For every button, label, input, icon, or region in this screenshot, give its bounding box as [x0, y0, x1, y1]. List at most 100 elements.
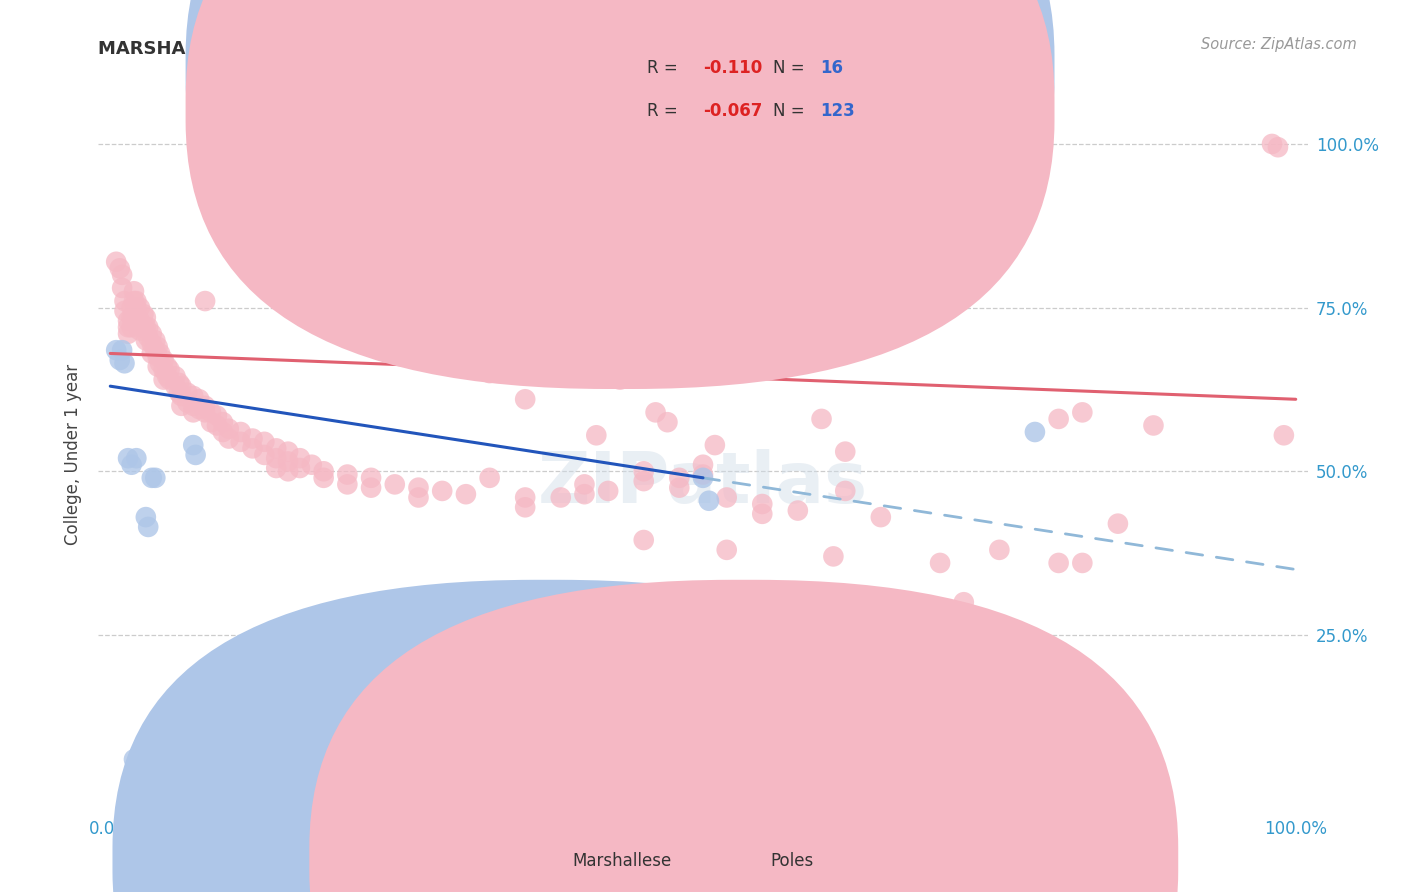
Point — [336, 467, 359, 482]
Y-axis label: College, Under 1 year: College, Under 1 year — [65, 364, 83, 546]
Point — [125, 301, 148, 315]
Point — [121, 301, 143, 315]
Point — [188, 402, 211, 417]
Point — [336, 477, 359, 491]
Point — [194, 399, 217, 413]
Point — [515, 392, 537, 407]
Point — [644, 405, 666, 419]
Text: N =: N = — [773, 102, 810, 120]
Point — [141, 346, 163, 360]
Point — [132, 307, 155, 321]
Point — [141, 326, 163, 341]
Point — [692, 467, 714, 482]
Point — [149, 356, 172, 370]
Point — [135, 310, 157, 325]
Point — [657, 415, 679, 429]
Point — [114, 304, 136, 318]
Point — [929, 556, 952, 570]
Point — [205, 418, 228, 433]
Point — [205, 409, 228, 423]
Text: Source: ZipAtlas.com: Source: ZipAtlas.com — [1201, 37, 1357, 53]
Point — [141, 336, 163, 351]
Point — [136, 330, 159, 344]
Point — [184, 448, 207, 462]
Point — [188, 392, 211, 407]
Point — [122, 285, 145, 299]
Point — [176, 395, 198, 409]
Point — [264, 461, 287, 475]
Point — [1071, 556, 1094, 570]
Point — [692, 471, 714, 485]
Point — [574, 477, 596, 491]
Point — [229, 434, 252, 449]
Point — [751, 497, 773, 511]
Point — [301, 458, 323, 472]
Point — [740, 294, 762, 309]
Point — [111, 268, 134, 282]
Point — [136, 520, 159, 534]
Point — [277, 464, 299, 478]
Text: 16: 16 — [820, 60, 842, 78]
Point — [122, 307, 145, 321]
Point — [799, 667, 821, 681]
Point — [264, 451, 287, 466]
Point — [823, 549, 845, 564]
Point — [218, 422, 240, 436]
Point — [574, 359, 596, 374]
Point — [751, 507, 773, 521]
Point — [312, 464, 335, 478]
Point — [668, 481, 690, 495]
Text: -0.067: -0.067 — [703, 102, 762, 120]
Point — [408, 481, 430, 495]
Point — [181, 405, 204, 419]
Point — [360, 471, 382, 485]
Point — [858, 621, 880, 635]
Text: MARSHALLESE VS POLISH COLLEGE, UNDER 1 YEAR CORRELATION CHART: MARSHALLESE VS POLISH COLLEGE, UNDER 1 Y… — [98, 40, 839, 58]
Point — [105, 343, 128, 358]
Point — [277, 454, 299, 468]
Point — [432, 483, 454, 498]
Point — [1142, 418, 1164, 433]
Point — [360, 481, 382, 495]
Point — [668, 320, 690, 334]
Point — [264, 442, 287, 456]
Point — [114, 294, 136, 309]
Point — [229, 425, 252, 439]
Point — [408, 491, 430, 505]
Point — [125, 294, 148, 309]
Point — [129, 314, 152, 328]
Point — [775, 661, 797, 675]
Point — [515, 189, 537, 203]
Point — [170, 379, 193, 393]
Point — [585, 428, 607, 442]
Point — [515, 491, 537, 505]
Point — [633, 464, 655, 478]
Point — [108, 261, 131, 276]
Point — [122, 752, 145, 766]
Point — [478, 366, 501, 380]
Point — [395, 242, 418, 256]
Point — [122, 294, 145, 309]
Text: Poles: Poles — [770, 852, 814, 870]
Point — [135, 334, 157, 348]
Point — [117, 326, 139, 341]
Point — [212, 415, 235, 429]
Point — [167, 385, 190, 400]
Point — [312, 471, 335, 485]
Point — [121, 320, 143, 334]
Point — [105, 254, 128, 268]
Point — [478, 254, 501, 268]
Point — [156, 359, 179, 374]
Text: N =: N = — [773, 60, 810, 78]
Point — [550, 491, 572, 505]
Point — [1107, 516, 1129, 531]
Point — [253, 281, 276, 295]
Point — [242, 442, 264, 456]
Point — [117, 320, 139, 334]
Point — [132, 320, 155, 334]
Point — [167, 376, 190, 390]
Point — [146, 359, 169, 374]
Point — [152, 363, 174, 377]
Point — [181, 399, 204, 413]
Point — [786, 503, 808, 517]
